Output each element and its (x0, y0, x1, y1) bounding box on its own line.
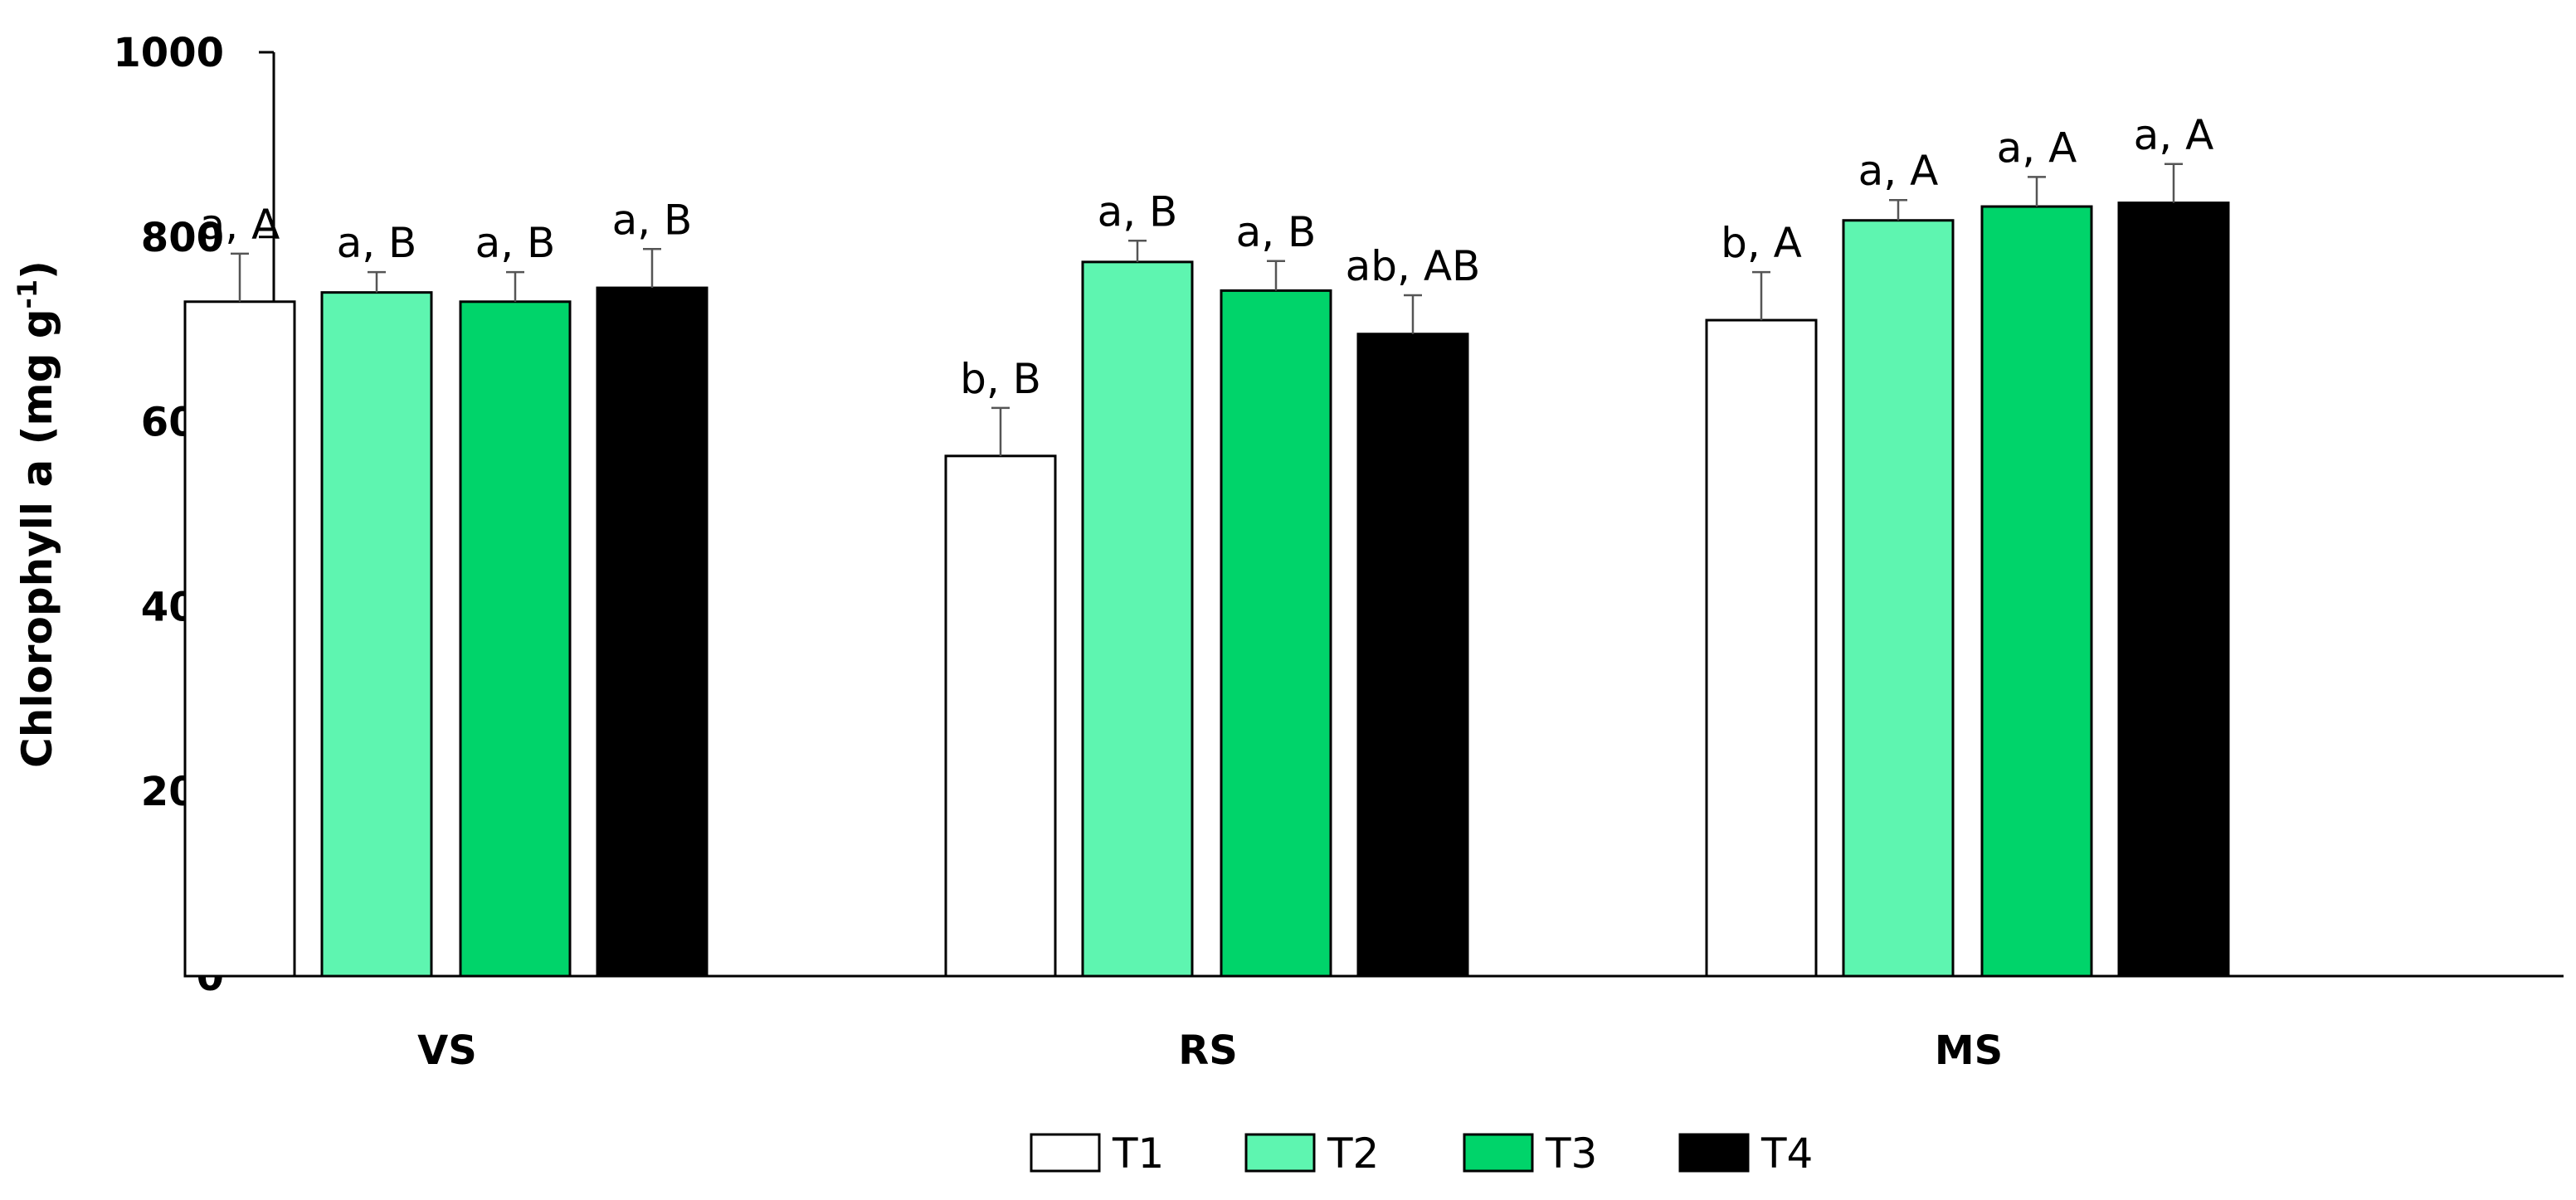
legend-item-t3: T3 (1463, 1130, 1597, 1178)
significance-label: a, B (475, 219, 556, 267)
bar-t4-ms (2117, 202, 2230, 978)
significance-label: a, A (2134, 111, 2214, 159)
legend-swatch (1463, 1133, 1534, 1173)
category-label-vs: VS (417, 1028, 477, 1074)
legend-label: T4 (1760, 1130, 1813, 1178)
legend-label: T1 (1112, 1130, 1164, 1178)
significance-label: a, B (337, 219, 417, 267)
bar-t3-vs (459, 300, 572, 978)
y-tick-label: 1000 (113, 30, 224, 76)
significance-label: b, B (960, 355, 1041, 403)
significance-label: a, B (612, 196, 693, 244)
significance-label: a, B (1098, 187, 1178, 236)
legend-item-t4: T4 (1678, 1130, 1813, 1178)
bar-t2-ms (1842, 219, 1955, 978)
bar-t1-ms (1705, 318, 1818, 978)
legend-label: T3 (1545, 1130, 1597, 1178)
category-label-rs: RS (1178, 1028, 1238, 1074)
y-axis-title-main: Chlorophyll a (mg g (13, 309, 61, 768)
legend-item-t1: T1 (1030, 1130, 1164, 1178)
bar-t4-rs (1356, 333, 1469, 978)
y-tick-label: 800 (141, 215, 224, 261)
y-axis-title: Chlorophyll a (mg g-1) (12, 260, 61, 768)
legend-swatch (1678, 1133, 1750, 1173)
bars: a, A b, B b, A a, B a, B a, A a, B a, B a, A a, B… (183, 111, 2230, 978)
legend-swatch (1244, 1133, 1316, 1173)
category-labels: VS RS MS (417, 1028, 2003, 1074)
bar-t1-rs (944, 454, 1057, 978)
y-axis-title-close: ) (13, 260, 61, 279)
bar-t3-ms (1980, 205, 2093, 978)
svg-text:Chlorophyll a (mg g-1): Chlorophyll a (mg g-1) (12, 260, 61, 768)
legend: T1 T2 T3 T4 (1030, 1130, 1813, 1178)
legend-swatch (1030, 1133, 1101, 1173)
significance-label: a, A (1997, 124, 2077, 172)
bar-t2-rs (1081, 260, 1194, 978)
legend-label: T2 (1327, 1130, 1379, 1178)
bar-t3-rs (1220, 289, 1332, 978)
legend-item-t2: T2 (1244, 1130, 1379, 1178)
category-label-ms: MS (1935, 1028, 2003, 1074)
bar-t4-vs (596, 286, 709, 978)
significance-label: a, A (1858, 147, 1939, 195)
significance-label: a, A (200, 201, 280, 249)
bar-t1-vs (183, 300, 296, 978)
significance-label: a, B (1236, 208, 1317, 256)
significance-label: ab, AB (1346, 242, 1481, 290)
y-axis-title-superscript: -1 (12, 279, 43, 309)
bar-t2-vs (320, 291, 433, 978)
significance-label: b, A (1721, 219, 1802, 267)
